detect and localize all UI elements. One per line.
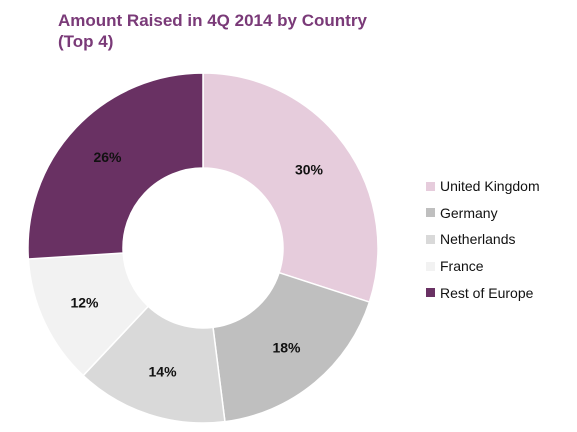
slice-label-germany: 18% xyxy=(272,340,301,356)
legend-item-rest-of-europe: Rest of Europe xyxy=(426,279,540,306)
legend-swatch-germany xyxy=(426,208,435,218)
legend-label-netherlands: Netherlands xyxy=(440,231,516,248)
legend-label-united-kingdom: United Kingdom xyxy=(440,178,540,195)
chart-title: Amount Raised in 4Q 2014 by Country (Top… xyxy=(58,10,478,52)
legend-swatch-rest-of-europe xyxy=(426,288,435,298)
donut-slice-labels: 30% 18% 14% 12% 26% xyxy=(70,149,323,379)
legend-item-united-kingdom: United Kingdom xyxy=(426,173,540,200)
legend-swatch-united-kingdom xyxy=(426,181,435,191)
slice-label-netherlands: 14% xyxy=(149,363,178,379)
legend-item-germany: Germany xyxy=(426,200,540,227)
legend-swatch-netherlands xyxy=(426,234,435,244)
legend-label-germany: Germany xyxy=(440,204,498,221)
slice-label-france: 12% xyxy=(70,294,99,310)
legend-item-france: France xyxy=(426,253,540,280)
slice-united-kingdom xyxy=(202,72,379,304)
chart-legend: United Kingdom Germany Netherlands France Re… xyxy=(426,173,540,306)
legend-item-netherlands: Netherlands xyxy=(426,226,540,253)
slice-germany xyxy=(212,271,371,423)
slice-label-rest-of-europe: 26% xyxy=(93,149,122,165)
legend-swatch-france xyxy=(426,261,435,271)
slice-rest-of-europe xyxy=(27,72,204,260)
chart-title-line-1: Amount Raised in 4Q 2014 by Country xyxy=(58,11,367,30)
chart-title-line-2: (Top 4) xyxy=(58,32,114,51)
legend-label-france: France xyxy=(440,258,484,275)
legend-label-rest-of-europe: Rest of Europe xyxy=(440,284,534,301)
slice-label-united-kingdom: 30% xyxy=(295,162,324,178)
donut-slices xyxy=(27,72,379,424)
